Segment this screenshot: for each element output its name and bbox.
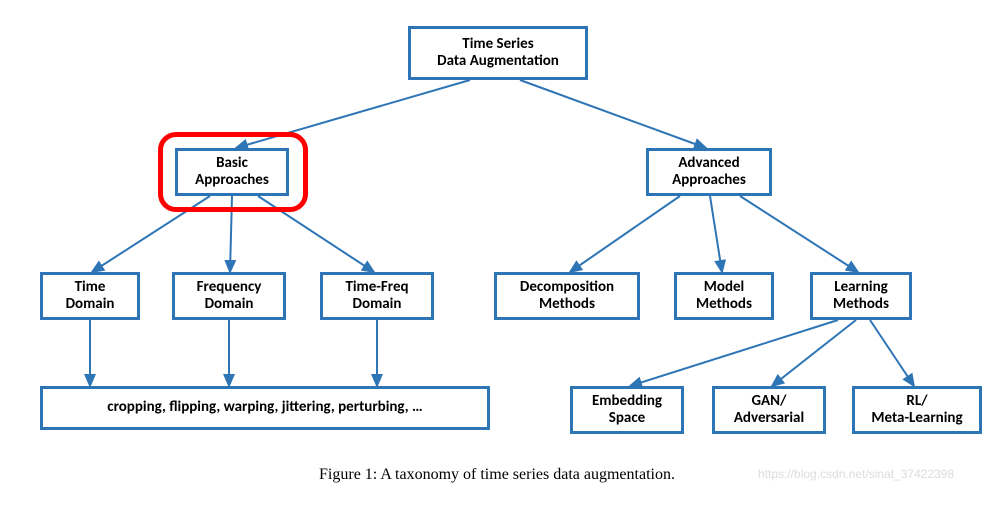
edge-basic-timedomain <box>92 196 210 272</box>
node-freqdomain: Frequency Domain <box>172 272 286 320</box>
watermark: https://blog.csdn.net/sinat_37422398 <box>758 467 954 481</box>
edge-learnmeth-rl <box>870 320 914 386</box>
node-gan: GAN/ Adversarial <box>712 386 826 434</box>
node-embed: Embedding Space <box>570 386 684 434</box>
node-cropping: cropping, flipping, warping, jittering, … <box>40 386 490 430</box>
edge-advanced-modelmeth <box>710 196 722 272</box>
edge-learnmeth-gan <box>772 320 856 386</box>
edge-learnmeth-embed <box>630 320 838 386</box>
edge-basic-tfdomain <box>258 196 374 272</box>
node-learnmeth: Learning Methods <box>810 272 912 320</box>
diagram-container: { "type": "tree", "background_color": "#… <box>0 0 994 511</box>
node-timedomain: Time Domain <box>40 272 140 320</box>
node-root: Time Series Data Augmentation <box>408 26 588 80</box>
node-tfdomain: Time-Freq Domain <box>320 272 434 320</box>
node-advanced: Advanced Approaches <box>646 148 772 196</box>
edge-advanced-learnmeth <box>740 196 858 272</box>
node-rl: RL/ Meta-Learning <box>852 386 982 434</box>
edge-root-basic <box>236 80 470 148</box>
edge-advanced-decomp <box>570 196 680 272</box>
node-modelmeth: Model Methods <box>674 272 774 320</box>
edge-basic-freqdomain <box>230 196 232 272</box>
node-basic: Basic Approaches <box>175 148 289 196</box>
edge-root-advanced <box>520 80 706 148</box>
edge-group <box>90 80 914 386</box>
node-decomp: Decomposition Methods <box>494 272 640 320</box>
